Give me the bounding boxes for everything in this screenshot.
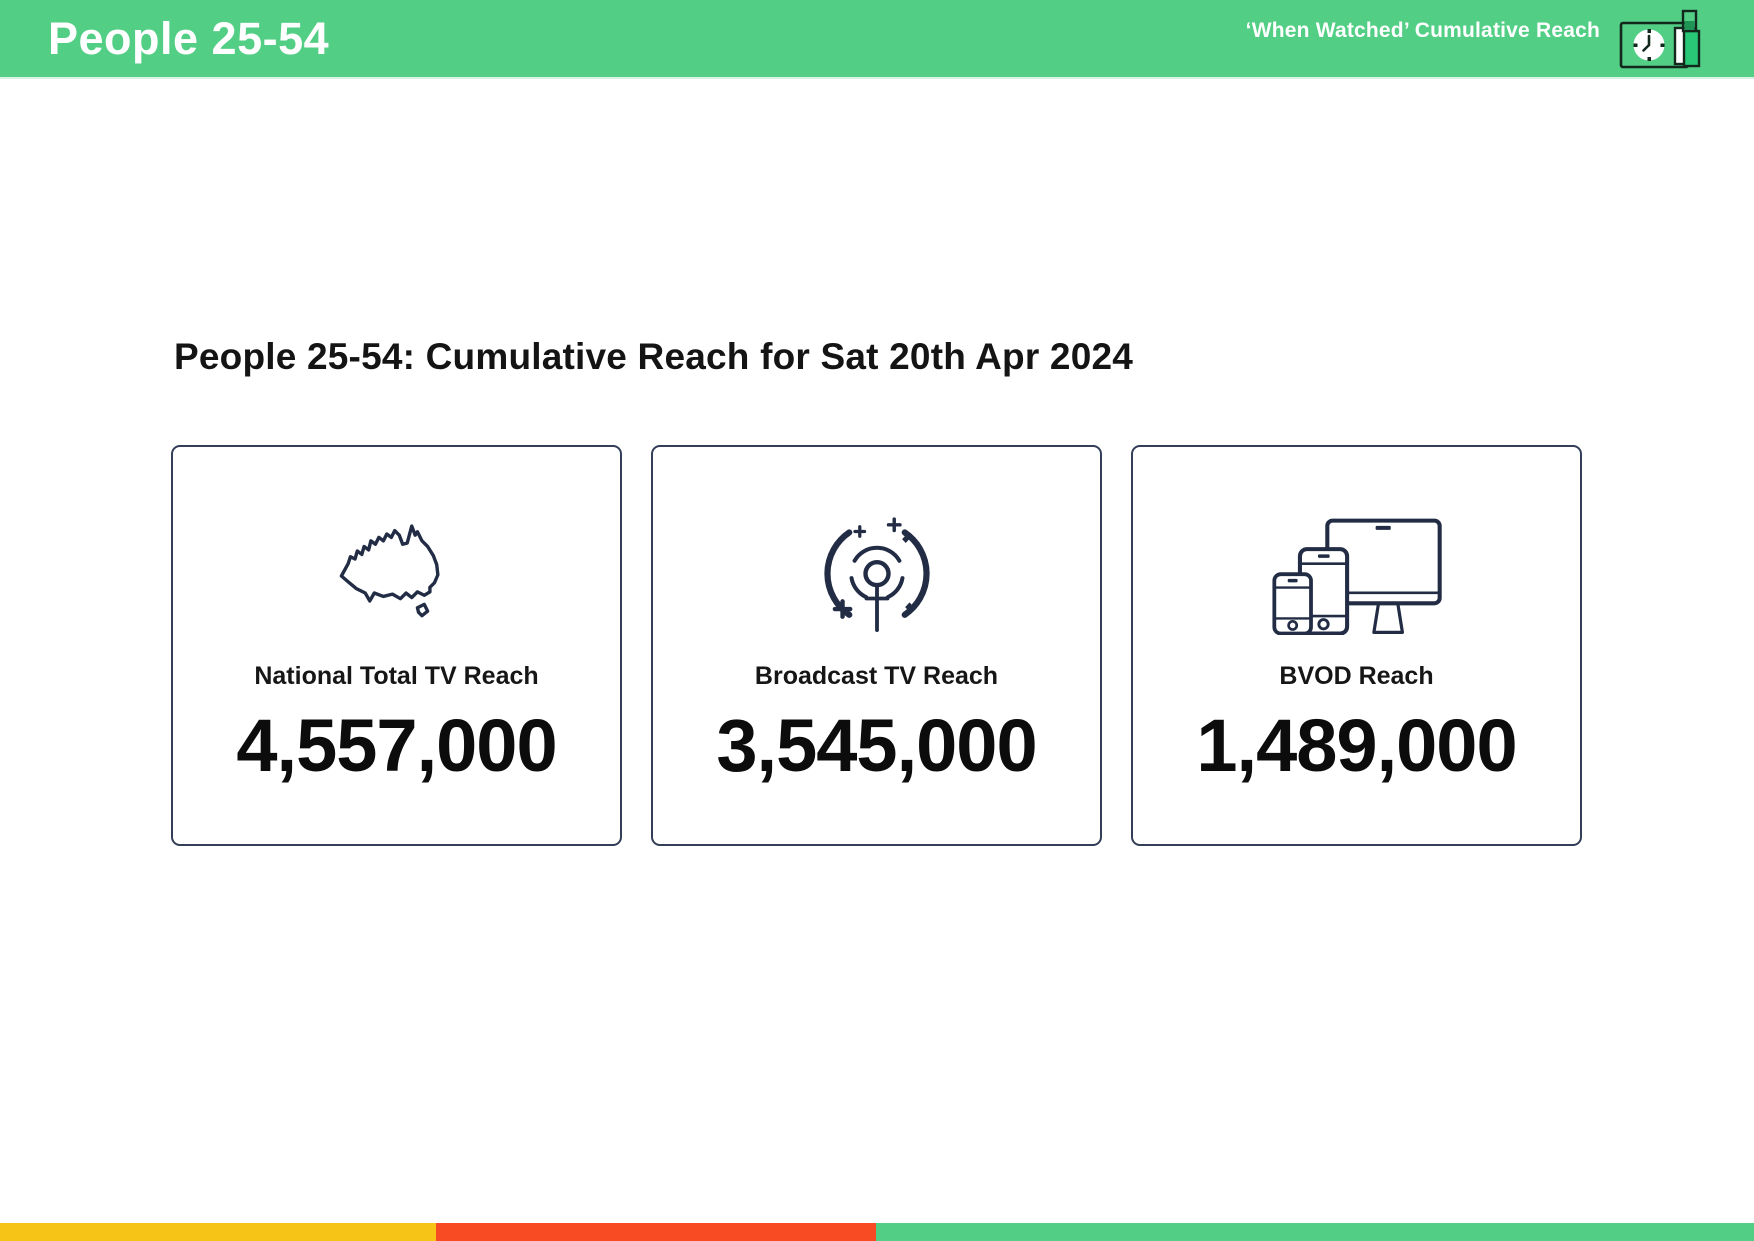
page-title: People 25-54	[48, 12, 330, 64]
header-right-group: ‘When Watched’ Cumulative Reach	[1246, 8, 1710, 70]
footer-color-stripe	[0, 1223, 1754, 1241]
stripe-green-segment	[876, 1223, 1754, 1241]
report-heading: People 25-54: Cumulative Reach for Sat 2…	[174, 336, 1134, 377]
devices-icon	[1271, 515, 1442, 637]
card-value: 4,557,000	[236, 704, 557, 787]
card-value: 1,489,000	[1196, 704, 1517, 787]
australia-map-icon	[338, 515, 456, 637]
broadcast-antenna-icon	[810, 515, 944, 637]
card-bvod-reach: BVOD Reach 1,489,000	[1131, 445, 1582, 846]
header-bar: People 25-54 ‘When Watched’ Cumulative R…	[0, 0, 1754, 79]
card-label: BVOD Reach	[1279, 662, 1434, 690]
card-label: Broadcast TV Reach	[754, 662, 999, 690]
kpi-cards-row: National Total TV Reach 4,557,000	[171, 445, 1582, 846]
header-subtitle: ‘When Watched’ Cumulative Reach	[1245, 18, 1600, 42]
card-value: 3,545,000	[716, 704, 1037, 787]
card-national-total-tv-reach: National Total TV Reach 4,557,000	[171, 445, 622, 846]
card-broadcast-tv-reach: Broadcast TV Reach 3,545,000	[651, 445, 1102, 846]
card-label: National Total TV Reach	[254, 662, 539, 690]
stripe-yellow-segment	[0, 1223, 436, 1241]
stripe-red-segment	[436, 1223, 876, 1241]
when-watched-clock-tv-logo-icon	[1618, 8, 1710, 70]
